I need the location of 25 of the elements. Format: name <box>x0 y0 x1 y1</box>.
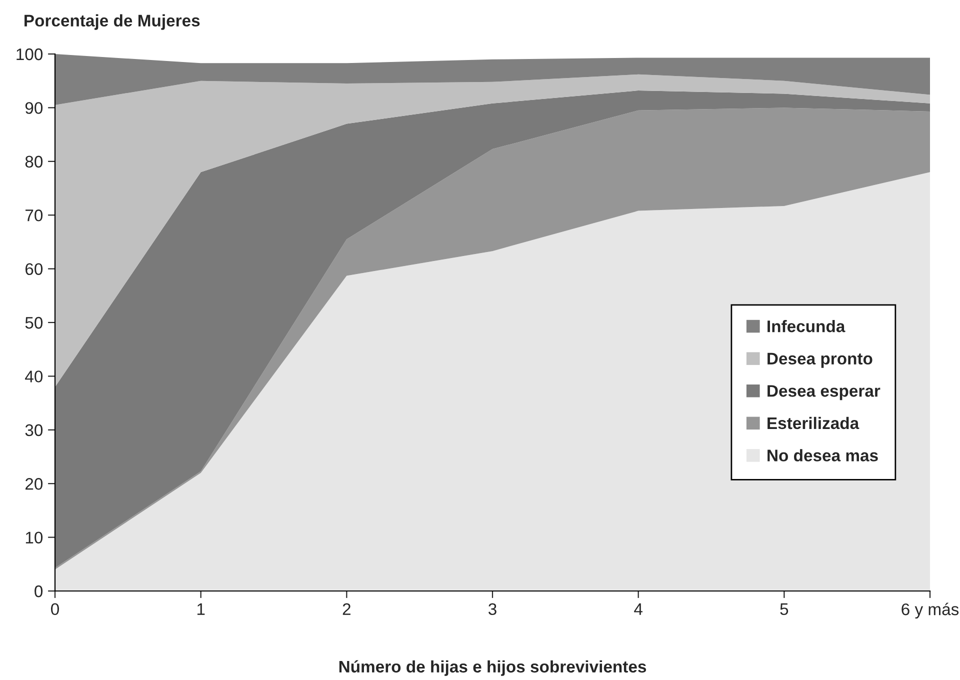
legend-label: Infecunda <box>768 320 846 332</box>
y-tick-label: 100 <box>16 48 43 60</box>
x-tick-label: 0 <box>51 603 59 616</box>
y-tick-label: 60 <box>26 263 43 276</box>
y-tick-label: 70 <box>26 210 43 222</box>
x-tick-label: 5 <box>780 603 788 616</box>
y-tick-label: 90 <box>25 102 43 114</box>
x-axis-title: Número de hijas e hijos sobrevivientes <box>339 660 646 676</box>
y-axis-title: Porcentaje de Mujeres <box>24 14 200 30</box>
y-tick-label: 80 <box>25 156 43 168</box>
x-tick-label: 4 <box>634 603 642 615</box>
legend-label: Desea pronto <box>768 352 872 368</box>
y-tick-label: 30 <box>25 424 43 436</box>
x-tick-label: 1 <box>197 603 205 615</box>
legend-label: Desea esperar <box>768 385 880 400</box>
x-tick-label: 6 y más <box>902 602 959 619</box>
x-tick-label: 2 <box>342 603 350 615</box>
y-tick-label: 50 <box>25 316 43 329</box>
y-tick-label: 40 <box>25 370 43 382</box>
y-tick-label: 10 <box>26 532 43 544</box>
legend-label: Esterilizada <box>768 416 860 430</box>
y-tick-label: 20 <box>25 478 43 490</box>
y-tick-label: 0 <box>34 585 43 598</box>
x-tick-label: 3 <box>488 603 496 616</box>
legend-label: No desea mas <box>768 449 878 462</box>
